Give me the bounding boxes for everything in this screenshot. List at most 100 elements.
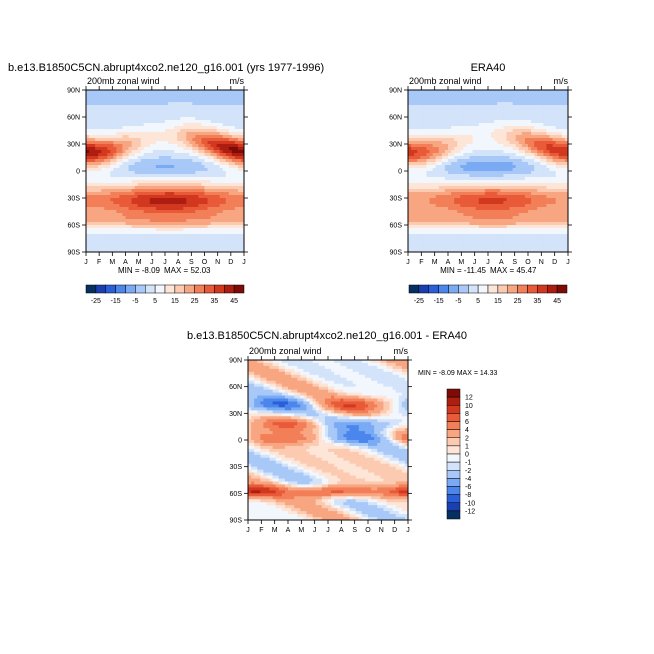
field-cell (183, 102, 187, 106)
field-cell (186, 138, 190, 142)
field-cell (165, 246, 169, 250)
field-cell (494, 96, 498, 100)
field-cell (531, 102, 535, 106)
field-cell (463, 117, 468, 121)
field-cell (134, 228, 139, 232)
field-cell (444, 117, 449, 121)
field-cell (155, 153, 160, 157)
field-cell (469, 93, 474, 97)
field-cell (216, 243, 221, 247)
field-cell (195, 132, 200, 136)
field-cell (137, 93, 142, 97)
field-cell (180, 249, 184, 252)
field-cell (237, 123, 242, 127)
field-cell (240, 108, 244, 112)
field-cell (116, 189, 121, 193)
field-cell (165, 222, 169, 226)
field-cell (417, 210, 421, 214)
field-cell (174, 180, 178, 184)
field-cell (222, 192, 227, 196)
field-cell (426, 135, 431, 139)
field-cell (86, 156, 90, 160)
field-cell (140, 189, 145, 193)
field-cell (146, 243, 151, 247)
field-cell (561, 132, 566, 136)
field-cell (444, 144, 449, 148)
field-cell (161, 117, 166, 121)
field-cell (540, 90, 544, 94)
field-cell (524, 108, 529, 112)
field-cell (171, 156, 175, 160)
field-cell (549, 123, 554, 127)
field-cell (469, 171, 474, 175)
field-cell (423, 135, 428, 139)
field-cell (420, 141, 424, 145)
field-cell (186, 159, 190, 163)
field-cell (140, 213, 145, 217)
field-cell (186, 231, 190, 235)
field-cell (451, 135, 455, 139)
field-cell (119, 96, 124, 100)
field-cell (201, 105, 206, 109)
field-cell (104, 165, 108, 169)
field-cell (435, 117, 440, 121)
field-cell (183, 207, 187, 211)
field-cell (454, 132, 458, 136)
field-cell (481, 93, 486, 97)
field-cell (509, 93, 514, 97)
field-cell (454, 105, 458, 109)
field-cell (478, 189, 483, 193)
field-cell (165, 201, 169, 205)
field-cell (198, 198, 203, 202)
field-cell (183, 234, 187, 238)
field-cell (454, 171, 458, 175)
field-cell (417, 132, 421, 136)
field-cell (466, 198, 471, 202)
field-cell (219, 168, 224, 172)
field-cell (426, 132, 431, 136)
field-cell (549, 93, 554, 97)
field-cell (177, 147, 181, 151)
field-cell (134, 168, 139, 172)
field-cell (528, 201, 532, 205)
field-cell (125, 246, 130, 250)
field-cell (534, 162, 538, 166)
field-cell (237, 162, 242, 166)
field-cell (534, 111, 538, 115)
field-cell (131, 222, 136, 226)
field-cell (107, 156, 111, 160)
field-cell (174, 213, 178, 217)
y-tick-label: 60N (67, 115, 80, 122)
field-cell (216, 174, 221, 178)
x-tick-label: J (84, 259, 88, 266)
field-cell (92, 171, 96, 175)
field-cell (198, 138, 203, 142)
field-cell (481, 207, 486, 211)
field-cell (155, 177, 160, 181)
field-cell (240, 102, 244, 106)
field-cell (503, 207, 508, 211)
field-cell (119, 243, 124, 247)
field-cell (423, 150, 428, 154)
field-cell (213, 183, 218, 187)
field-cell (134, 243, 139, 247)
field-cell (558, 153, 563, 157)
field-cell (92, 126, 96, 130)
field-cell (122, 144, 127, 148)
field-cell (414, 156, 418, 160)
field-cell (149, 222, 154, 226)
field-cell (198, 201, 203, 205)
field-cell (475, 120, 480, 124)
field-cell (152, 99, 157, 103)
field-cell (180, 132, 184, 136)
field-cell (500, 207, 504, 211)
field-cell (210, 198, 215, 202)
field-cell (414, 201, 418, 205)
field-cell (98, 219, 102, 223)
field-cell (225, 177, 230, 181)
field-cell (192, 138, 196, 142)
field-cell (515, 207, 520, 211)
field-cell (128, 159, 133, 163)
field-cell (177, 186, 181, 190)
field-cell (240, 204, 244, 208)
